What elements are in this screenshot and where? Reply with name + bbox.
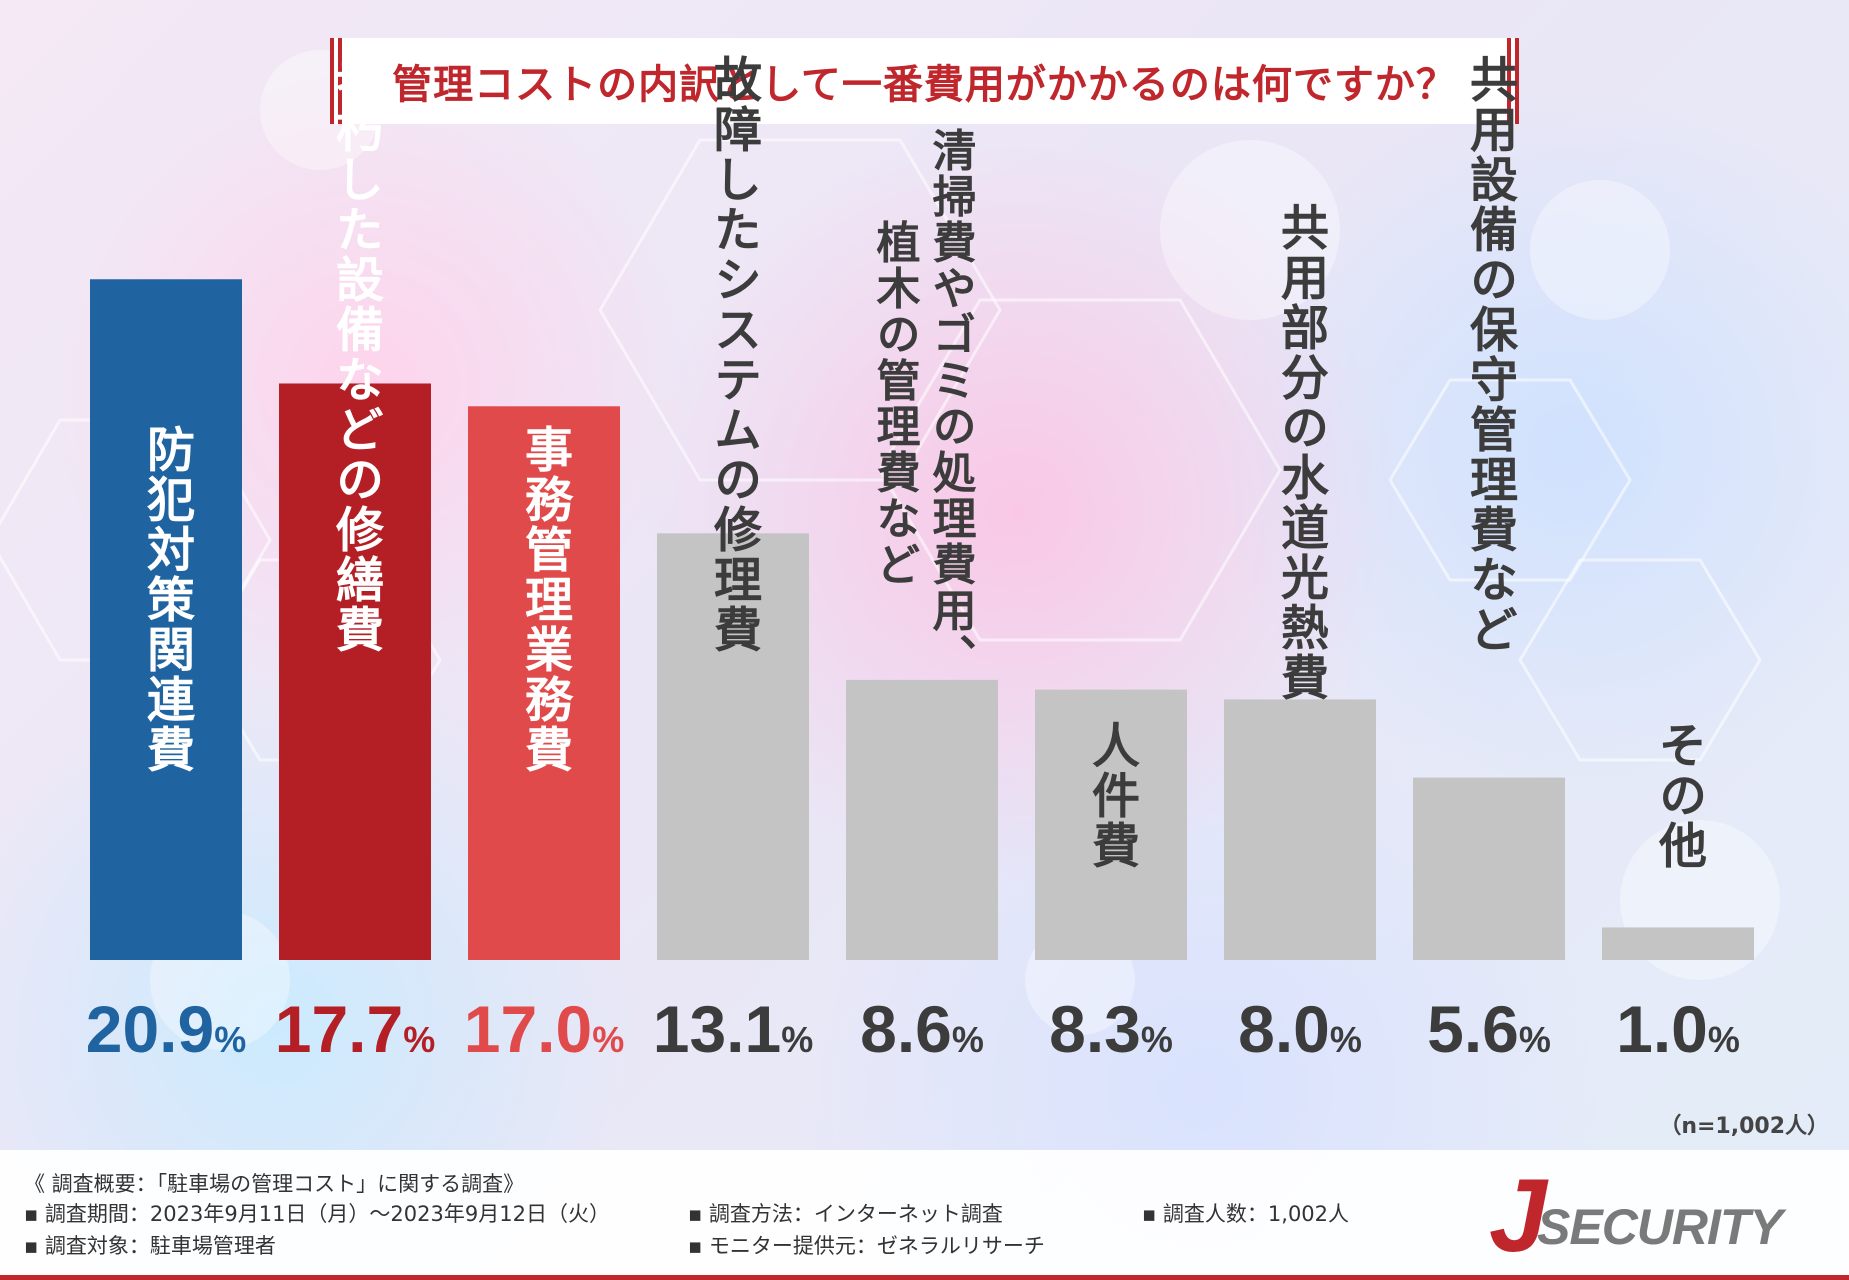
bar-1	[90, 279, 242, 960]
bar-label-3: 事務管理業務費	[516, 424, 573, 774]
bar-label-7: 共用部分の水道光熱費	[1272, 202, 1329, 702]
bar-label-5-line-1: 清掃費やゴミの処理費用、	[925, 127, 977, 679]
logo-text: SECURITY	[1537, 1199, 1783, 1255]
title-box: 管理コストの内訳として一番費用がかかるのは何ですか？	[330, 38, 1519, 124]
bar-8	[1413, 777, 1565, 960]
bar-label-5-line-2: 植木の管理費など	[869, 219, 921, 587]
value-label-5: 8.6%	[860, 992, 984, 1066]
value-label-2: 17.7%	[275, 992, 435, 1066]
value-label-7: 8.0%	[1238, 992, 1362, 1066]
value-label-8: 5.6%	[1427, 992, 1551, 1066]
bar-label-9: その他	[1650, 720, 1708, 870]
survey-footer: 《 調査概要：「駐車場の管理コスト」に関する調査》 ▪ 調査期間：2023年9月…	[0, 1150, 1849, 1280]
bar-9	[1602, 927, 1754, 960]
bar-7	[1224, 699, 1376, 960]
survey-count: ▪ 調査人数：1,002人	[1142, 1202, 1350, 1226]
bar-2	[279, 383, 431, 960]
survey-period: ▪ 調査期間：2023年9月11日（月）～2023年9月12日（火）	[24, 1202, 610, 1226]
survey-method: ▪ 調査方法：インターネット調査	[688, 1202, 1003, 1226]
survey-target: ▪ 調査対象：駐車場管理者	[24, 1234, 276, 1258]
survey-provider: ▪ モニター提供元：ゼネラルリサーチ	[688, 1234, 1045, 1258]
bar-chart: 防犯対策関連費 20.9% 老朽した設備などの修繕費 17.7% 事務管理業務費 17.0…	[86, 54, 1754, 1066]
value-label-4: 13.1%	[653, 992, 813, 1066]
bar-6	[1035, 689, 1187, 960]
bar-4	[657, 533, 809, 960]
j-security-logo: J SECURITY	[1489, 1164, 1809, 1268]
sample-size-note: （n=1,002人）	[1659, 1114, 1829, 1139]
survey-overview: 《 調査概要：「駐車場の管理コスト」に関する調査》	[24, 1172, 525, 1196]
bar-label-2: 老朽した設備などの修繕費	[327, 54, 384, 654]
bar-label-1: 防犯対策関連費	[138, 424, 195, 774]
value-label-3: 17.0%	[464, 992, 624, 1066]
bar-label-4: 故障したシステムの修理費	[705, 54, 762, 654]
bar-5	[846, 679, 998, 960]
bar-3	[468, 406, 620, 960]
logo-mark: J	[1489, 1158, 1547, 1274]
value-label-9: 1.0%	[1616, 992, 1740, 1066]
value-label-6: 8.3%	[1049, 992, 1173, 1066]
bar-label-6: 人件費	[1083, 720, 1140, 870]
value-label-1: 20.9%	[86, 992, 246, 1066]
bar-label-8: 共用設備の保守管理費など	[1461, 54, 1518, 654]
chart-title: 管理コストの内訳として一番費用がかかるのは何ですか？	[392, 62, 1457, 108]
